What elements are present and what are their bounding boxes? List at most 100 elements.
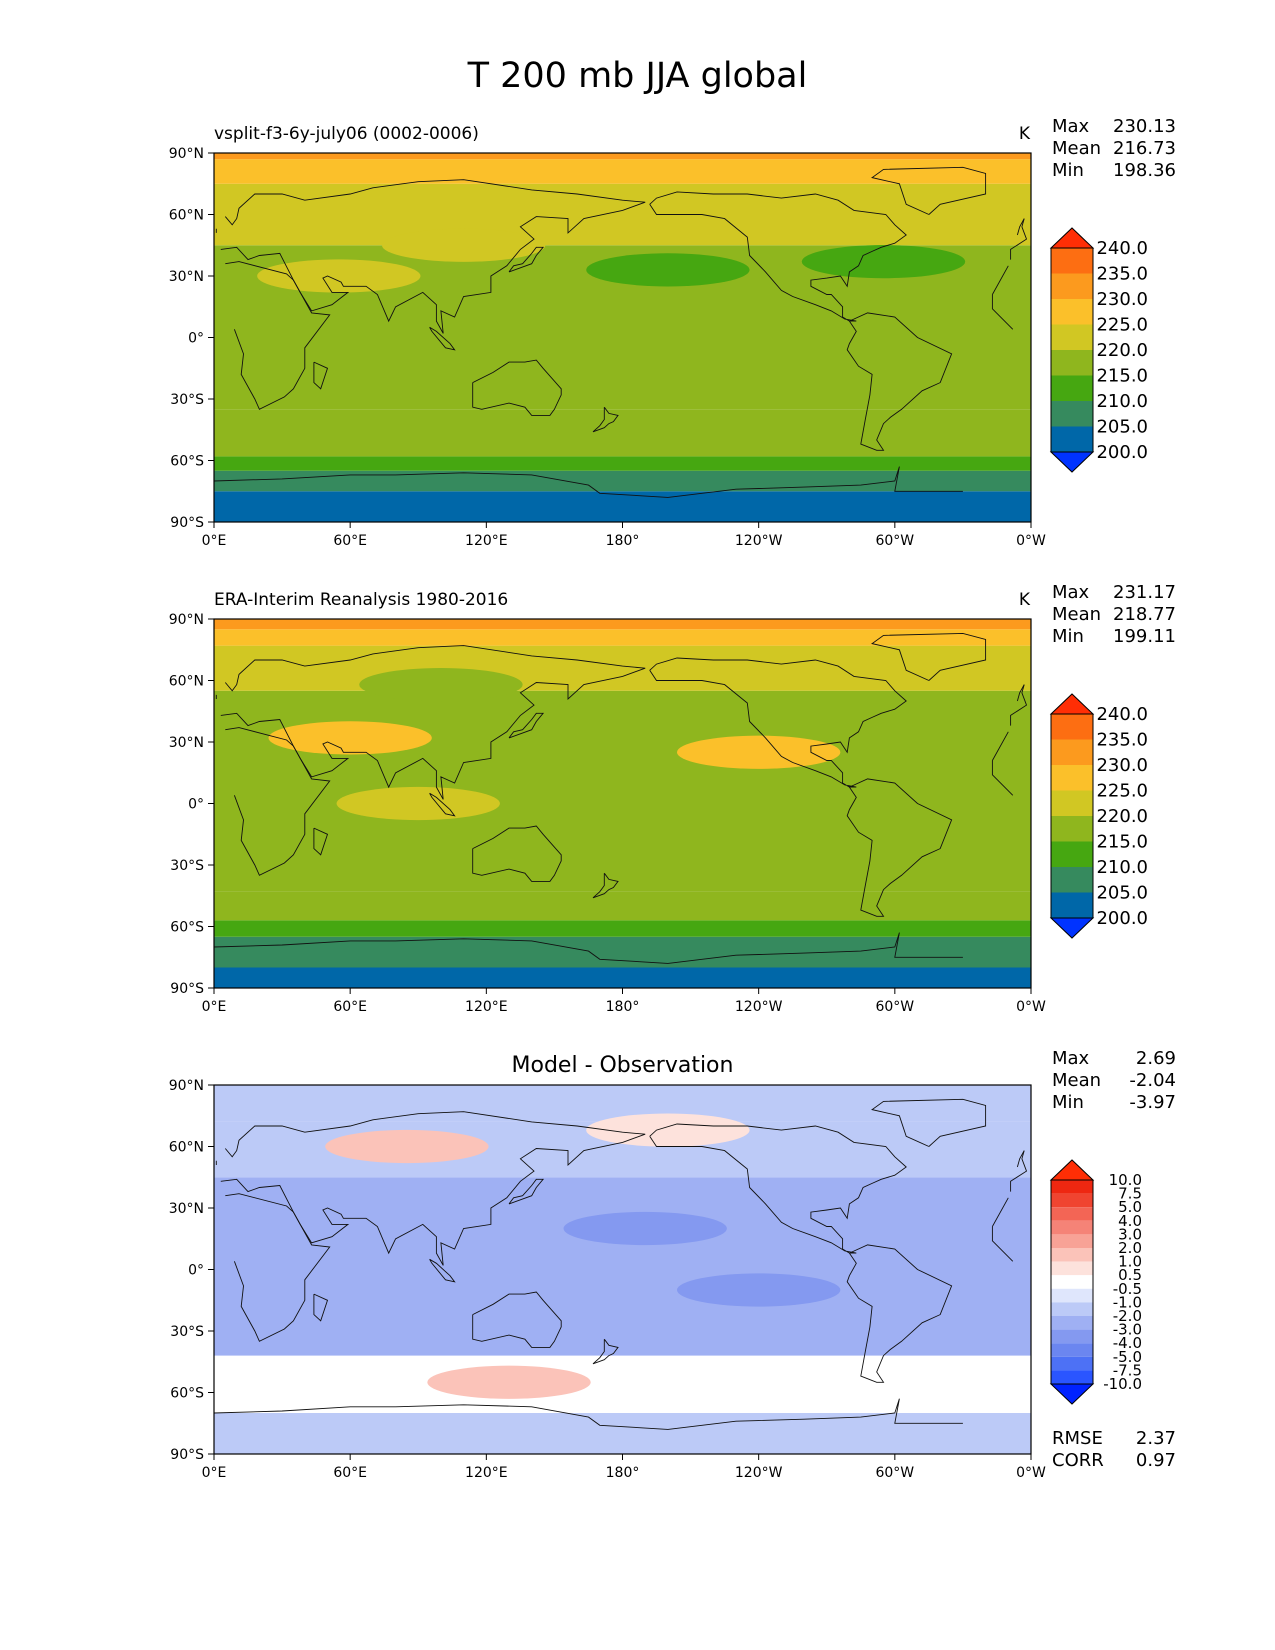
lon-tick-label: 0°E [202,1465,227,1481]
stat-label: Mean [1052,1070,1101,1091]
lon-tick-label: 0°E [202,533,227,549]
colorbar-box [1051,714,1093,740]
coastline [225,261,1014,410]
lat-tick-label: 30°N [169,735,204,751]
colorbar-box [1051,1329,1093,1344]
colorbar: -10.0-7.5-5.0-4.0-3.0-2.0-1.0-0.50.51.02… [1049,1159,1142,1405]
colorbar-label: 225.0 [1096,315,1148,336]
colorbar-box [1051,248,1093,274]
coastline [313,361,329,390]
coastline [313,827,329,856]
colorbar-box [1051,401,1093,427]
lat-tick-label: 60°S [170,454,204,470]
colorbar-box [1051,1248,1093,1262]
coastline [592,872,619,899]
colorbar-box [1051,1302,1093,1316]
lat-tick-label: 90°N [169,146,204,162]
coastlines [214,632,1028,964]
lon-tick-label: 60°W [875,533,914,549]
lat-tick-label: 90°S [170,515,204,531]
colorbar-frame [1050,713,1094,919]
colorbar-box [1051,1220,1093,1235]
field-anomaly [257,259,421,293]
coastline [215,684,1025,702]
metric-label: CORR [1052,1450,1104,1471]
coastlines [214,166,1028,498]
lon-tick-label: 120°W [735,1465,783,1481]
lat-tick-label: 30°S [170,392,204,408]
colorbar-label: 220.0 [1096,340,1148,361]
stat-value: 230.13 [1113,116,1176,137]
colorbar-box [1051,892,1093,918]
stat-label: Min [1052,1092,1084,1113]
coastlines [214,1098,1028,1430]
lon-tick-label: 60°W [875,999,914,1015]
coastline [871,166,987,215]
lon-tick-label: 120°W [735,999,783,1015]
coastline [592,1338,619,1365]
coastline [592,406,619,433]
field-band [214,409,1031,457]
colorbar-frame [1050,247,1094,453]
colorbar-box [1051,790,1093,816]
lat-tick-label: 90°S [170,1447,204,1463]
lat-tick-label: 30°N [169,269,204,285]
colorbar-label: -2.0 [1113,1307,1142,1325]
colorbar-label: 220.0 [1096,806,1148,827]
colorbar-box [1051,324,1093,350]
colorbar-label: -3.0 [1113,1321,1142,1339]
coastline [472,359,562,416]
map-panel-1: 90°N 60°N 30°N 0° 30°S 60°S 90°S 0°E 60°E 120°E 18… [169,116,1176,549]
stat-label: Min [1052,160,1084,181]
field-anomaly [336,786,500,821]
field-band [214,491,1031,522]
stat-value: 199.11 [1113,626,1176,647]
field-anomaly [801,245,966,279]
lon-tick-label: 120°E [465,1465,508,1481]
colorbar-label: 0.5 [1118,1266,1142,1284]
coastline [429,792,456,817]
lon-tick-label: 60°W [875,1465,914,1481]
colorbar-label: 2.0 [1118,1239,1142,1257]
metric-label: RMSE [1052,1428,1103,1449]
colorbar-frame [1050,1179,1094,1385]
coastline [649,657,907,788]
lon-tick-label: 60°E [333,999,367,1015]
coastline [472,825,562,882]
coastline [225,1193,1014,1342]
lat-tick-label: 0° [188,331,204,347]
field-band [214,891,1031,921]
colorbar-extend-max [1049,693,1095,715]
stat-label: Mean [1052,138,1101,159]
coastline [220,645,1028,800]
lat-tick-label: 90°N [169,612,204,628]
coastline [214,466,963,498]
coastline [215,1150,1025,1168]
lat-tick-label: 60°N [169,208,204,224]
field-band [214,456,1031,471]
colorbar-label: 200.0 [1096,442,1148,463]
field-layer [214,1085,1031,1454]
stat-label: Max [1052,116,1090,137]
colorbar-box [1051,1234,1093,1248]
field-band [214,1396,1031,1413]
coastline [871,632,987,681]
colorbar-label: -5.0 [1113,1348,1142,1366]
colorbar: 200.0 205.0 210.0 215.0 220.0 225.0 230.0 235.0… [1049,227,1148,473]
colorbar-label: 230.0 [1096,289,1148,310]
lon-tick-label: 0°E [202,999,227,1015]
colorbar-extend-max [1049,1159,1095,1181]
lon-tick-label: 0°W [1016,999,1046,1015]
colorbar-box [1051,273,1093,299]
coastline [429,326,456,351]
field-anomaly [563,1211,727,1246]
colorbar-box [1051,1193,1093,1208]
colorbar-box [1051,816,1093,842]
colorbar-label: 200.0 [1096,908,1148,929]
coastline [225,727,1014,876]
colorbar-extend-min [1049,451,1095,473]
colorbar-label: -4.0 [1113,1334,1142,1352]
field-anomaly [268,721,432,755]
colorbar-label: 215.0 [1096,366,1148,387]
field-band [214,1413,1031,1454]
